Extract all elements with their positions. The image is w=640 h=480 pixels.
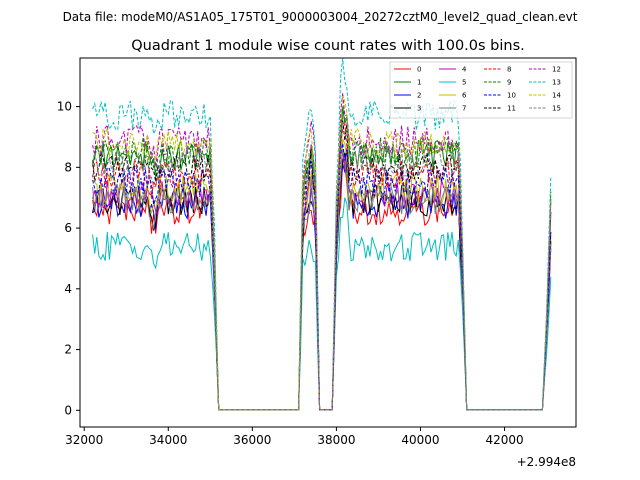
plot-frame [79, 57, 577, 428]
series-line-12 [92, 92, 552, 411]
axes: 32000 34000 36000 38000 40000 42000 0 2 4 6 8 10 [57, 100, 524, 447]
y-tick-label: 6 [64, 221, 72, 235]
legend-label-3: 3 [417, 105, 421, 113]
x-tick-label: 42000 [485, 433, 523, 447]
legend-label-13: 13 [552, 79, 561, 87]
y-tick-label: 0 [64, 403, 72, 417]
x-tick-label: 34000 [149, 433, 187, 447]
x-tick-label: 36000 [233, 433, 271, 447]
y-tick-label: 8 [64, 160, 72, 174]
series-layer [92, 58, 552, 411]
legend-label-1: 1 [417, 79, 421, 87]
legend-label-4: 4 [462, 66, 467, 74]
x-offset-label: +2.994e8 [517, 455, 576, 469]
data-file-label: Data file: modeM0/AS1A05_175T01_90000030… [63, 10, 578, 24]
legend-label-12: 12 [552, 66, 561, 74]
legend-label-9: 9 [507, 79, 511, 87]
y-tick-label: 4 [64, 282, 72, 296]
legend-label-6: 6 [462, 92, 467, 100]
legend-box [389, 61, 573, 119]
series-line-15 [92, 116, 552, 411]
legend-label-2: 2 [417, 92, 421, 100]
legend-label-8: 8 [507, 66, 511, 74]
chart-title: Quadrant 1 module wise count rates with … [131, 38, 525, 54]
x-tick-label: 38000 [317, 433, 355, 447]
y-tick-label: 10 [57, 100, 72, 114]
x-tick-label: 32000 [65, 433, 103, 447]
x-tick-label: 40000 [401, 433, 439, 447]
legend-label-10: 10 [507, 92, 516, 100]
legend-label-11: 11 [507, 105, 516, 113]
y-tick-label: 2 [64, 343, 72, 357]
legend-label-14: 14 [552, 92, 561, 100]
legend-label-15: 15 [552, 105, 561, 113]
legend-label-7: 7 [462, 105, 466, 113]
legend-label-0: 0 [417, 66, 421, 74]
legend-label-5: 5 [462, 79, 466, 87]
